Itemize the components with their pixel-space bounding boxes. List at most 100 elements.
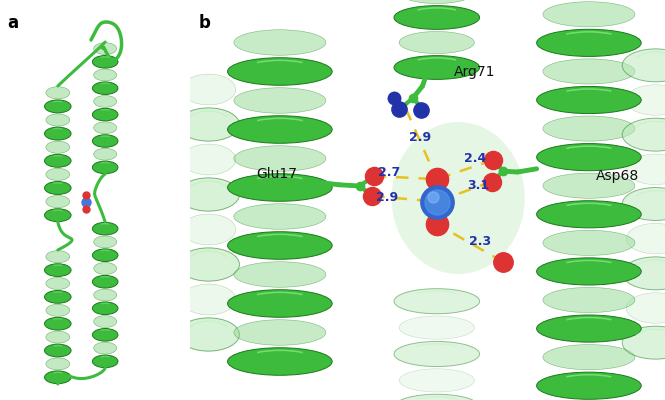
Ellipse shape bbox=[182, 144, 235, 175]
Text: 2.4: 2.4 bbox=[464, 152, 486, 165]
Ellipse shape bbox=[92, 108, 118, 121]
Ellipse shape bbox=[46, 304, 70, 316]
Ellipse shape bbox=[543, 116, 635, 141]
Ellipse shape bbox=[46, 141, 70, 153]
Ellipse shape bbox=[46, 278, 70, 290]
Ellipse shape bbox=[94, 342, 116, 354]
Ellipse shape bbox=[92, 249, 118, 262]
Ellipse shape bbox=[234, 88, 326, 113]
Ellipse shape bbox=[92, 56, 118, 68]
Ellipse shape bbox=[92, 161, 118, 174]
Ellipse shape bbox=[94, 289, 116, 301]
Ellipse shape bbox=[92, 355, 118, 368]
Ellipse shape bbox=[622, 188, 665, 220]
Ellipse shape bbox=[46, 168, 70, 180]
Ellipse shape bbox=[537, 372, 641, 399]
Ellipse shape bbox=[537, 29, 641, 56]
Ellipse shape bbox=[394, 289, 479, 314]
Ellipse shape bbox=[626, 154, 665, 184]
Text: 3.1: 3.1 bbox=[467, 179, 489, 192]
Text: Asp68: Asp68 bbox=[596, 169, 639, 183]
Text: b: b bbox=[199, 14, 211, 32]
Ellipse shape bbox=[94, 148, 116, 160]
Ellipse shape bbox=[543, 344, 635, 370]
Ellipse shape bbox=[227, 58, 332, 85]
Text: 2.9: 2.9 bbox=[409, 131, 431, 144]
Ellipse shape bbox=[622, 257, 665, 290]
Ellipse shape bbox=[234, 320, 326, 345]
Ellipse shape bbox=[92, 222, 118, 235]
Ellipse shape bbox=[94, 69, 116, 81]
Ellipse shape bbox=[92, 135, 118, 147]
Text: 2.7: 2.7 bbox=[378, 166, 400, 179]
Ellipse shape bbox=[394, 6, 479, 29]
Ellipse shape bbox=[537, 144, 641, 171]
Ellipse shape bbox=[45, 100, 71, 113]
Ellipse shape bbox=[45, 209, 71, 222]
Ellipse shape bbox=[234, 204, 326, 229]
Ellipse shape bbox=[94, 262, 116, 274]
Text: a: a bbox=[7, 14, 19, 32]
Ellipse shape bbox=[94, 316, 116, 328]
Ellipse shape bbox=[399, 0, 474, 4]
Ellipse shape bbox=[227, 174, 332, 201]
Ellipse shape bbox=[182, 74, 235, 105]
Ellipse shape bbox=[543, 173, 635, 198]
Ellipse shape bbox=[94, 122, 116, 134]
Ellipse shape bbox=[399, 369, 474, 392]
Ellipse shape bbox=[178, 248, 239, 281]
Ellipse shape bbox=[46, 196, 70, 208]
Ellipse shape bbox=[622, 118, 665, 151]
Ellipse shape bbox=[537, 258, 641, 285]
Ellipse shape bbox=[227, 348, 332, 375]
Ellipse shape bbox=[94, 236, 116, 248]
Ellipse shape bbox=[626, 85, 665, 115]
Ellipse shape bbox=[543, 2, 635, 27]
Ellipse shape bbox=[45, 317, 71, 330]
Ellipse shape bbox=[234, 262, 326, 287]
Text: 2.3: 2.3 bbox=[469, 235, 491, 248]
Ellipse shape bbox=[45, 182, 71, 194]
Ellipse shape bbox=[537, 86, 641, 114]
Ellipse shape bbox=[92, 328, 118, 341]
Ellipse shape bbox=[92, 82, 118, 94]
Ellipse shape bbox=[399, 32, 474, 54]
Text: Arg71: Arg71 bbox=[454, 65, 495, 79]
Ellipse shape bbox=[394, 56, 479, 79]
Ellipse shape bbox=[92, 276, 118, 288]
Ellipse shape bbox=[543, 230, 635, 256]
Ellipse shape bbox=[234, 146, 326, 171]
Ellipse shape bbox=[45, 264, 71, 276]
Ellipse shape bbox=[227, 232, 332, 259]
Text: 2.9: 2.9 bbox=[376, 191, 398, 204]
Ellipse shape bbox=[182, 284, 235, 315]
Ellipse shape bbox=[46, 358, 70, 370]
Ellipse shape bbox=[392, 122, 525, 274]
Ellipse shape bbox=[178, 108, 239, 141]
Ellipse shape bbox=[626, 224, 665, 254]
Ellipse shape bbox=[394, 394, 479, 400]
Ellipse shape bbox=[543, 59, 635, 84]
Ellipse shape bbox=[45, 154, 71, 167]
Ellipse shape bbox=[178, 178, 239, 211]
Ellipse shape bbox=[622, 49, 665, 82]
Ellipse shape bbox=[182, 214, 235, 245]
Ellipse shape bbox=[234, 30, 326, 55]
Ellipse shape bbox=[45, 344, 71, 357]
Ellipse shape bbox=[46, 251, 70, 263]
Ellipse shape bbox=[622, 326, 665, 359]
Ellipse shape bbox=[399, 316, 474, 339]
Ellipse shape bbox=[543, 288, 635, 312]
Ellipse shape bbox=[227, 116, 332, 143]
Ellipse shape bbox=[537, 315, 641, 342]
Ellipse shape bbox=[94, 43, 116, 54]
Text: Glu17: Glu17 bbox=[256, 167, 297, 181]
Ellipse shape bbox=[626, 293, 665, 323]
Ellipse shape bbox=[394, 342, 479, 366]
Ellipse shape bbox=[45, 127, 71, 140]
Ellipse shape bbox=[46, 87, 70, 99]
Ellipse shape bbox=[45, 290, 71, 303]
Ellipse shape bbox=[178, 318, 239, 351]
Ellipse shape bbox=[92, 302, 118, 314]
Ellipse shape bbox=[227, 290, 332, 317]
